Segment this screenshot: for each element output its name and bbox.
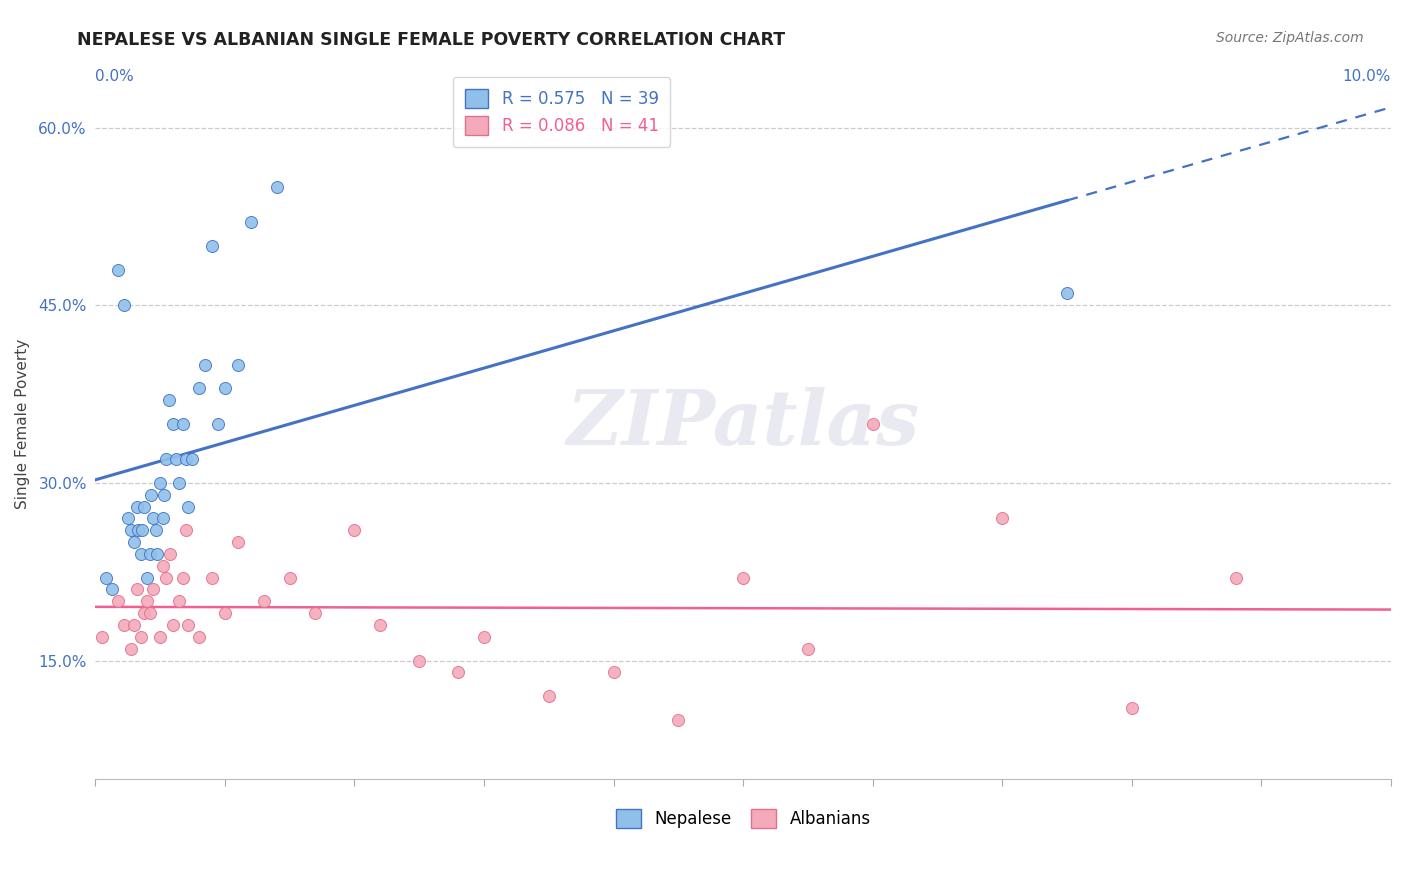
Point (172, 417, 194, 431)
Point (127, 523, 149, 537)
Point (253, 594, 276, 608)
Point (207, 417, 229, 431)
Text: NEPALESE VS ALBANIAN SINGLE FEMALE POVERTY CORRELATION CHART: NEPALESE VS ALBANIAN SINGLE FEMALE POVER… (77, 31, 786, 49)
Point (214, 381, 236, 395)
Point (138, 606, 160, 620)
Point (162, 417, 184, 431)
Point (129, 630, 152, 644)
Point (146, 547, 169, 561)
Point (602, 665, 624, 680)
Legend: Nepalese, Albanians: Nepalese, Albanians (609, 802, 877, 835)
Point (129, 547, 152, 561)
Point (177, 618, 200, 632)
Text: Source: ZipAtlas.com: Source: ZipAtlas.com (1216, 31, 1364, 45)
Point (142, 582, 165, 597)
Point (120, 641, 142, 656)
Point (145, 523, 167, 537)
Point (174, 452, 197, 467)
Point (304, 606, 326, 620)
Point (152, 558, 174, 573)
Text: 10.0%: 10.0% (1343, 69, 1391, 84)
Point (122, 618, 145, 632)
Point (155, 571, 177, 585)
Point (187, 630, 209, 644)
Point (142, 511, 165, 525)
Point (226, 535, 249, 549)
Point (134, 606, 156, 620)
Point (172, 571, 194, 585)
Point (112, 298, 135, 312)
Point (343, 523, 366, 537)
Point (169, 594, 191, 608)
Point (862, 417, 884, 431)
Point (112, 618, 135, 632)
Point (174, 523, 197, 537)
Point (117, 511, 139, 525)
Point (94, 571, 117, 585)
Point (125, 500, 148, 514)
Point (157, 392, 180, 407)
Point (194, 358, 217, 372)
Point (149, 475, 172, 490)
Point (1056, 286, 1078, 301)
Point (991, 511, 1014, 525)
Text: ZIPatlas: ZIPatlas (567, 387, 920, 461)
Point (101, 582, 124, 597)
Point (408, 653, 430, 667)
Point (136, 571, 159, 585)
Point (472, 630, 495, 644)
Y-axis label: Single Female Poverty: Single Female Poverty (15, 339, 30, 508)
Point (162, 618, 184, 632)
Point (201, 239, 224, 253)
Point (122, 535, 145, 549)
Point (797, 641, 820, 656)
Point (125, 582, 148, 597)
Point (153, 488, 176, 502)
Text: 0.0%: 0.0% (96, 69, 134, 84)
Point (181, 452, 204, 467)
Point (139, 488, 162, 502)
Point (1225, 571, 1247, 585)
Point (368, 618, 391, 632)
Point (1121, 701, 1143, 715)
Point (169, 475, 191, 490)
Point (278, 571, 301, 585)
Point (537, 689, 560, 703)
Point (152, 511, 174, 525)
Point (201, 571, 224, 585)
Point (239, 215, 262, 229)
Point (733, 571, 755, 585)
Point (131, 523, 153, 537)
Point (187, 381, 209, 395)
Point (120, 523, 142, 537)
Point (226, 358, 249, 372)
Point (107, 594, 129, 608)
Point (266, 180, 288, 194)
Point (155, 452, 177, 467)
Point (90, 630, 112, 644)
Point (159, 547, 181, 561)
Point (214, 606, 236, 620)
Point (165, 452, 187, 467)
Point (107, 262, 129, 277)
Point (134, 500, 156, 514)
Point (149, 630, 172, 644)
Point (136, 594, 159, 608)
Point (177, 500, 200, 514)
Point (447, 665, 470, 680)
Point (666, 713, 689, 727)
Point (138, 547, 160, 561)
